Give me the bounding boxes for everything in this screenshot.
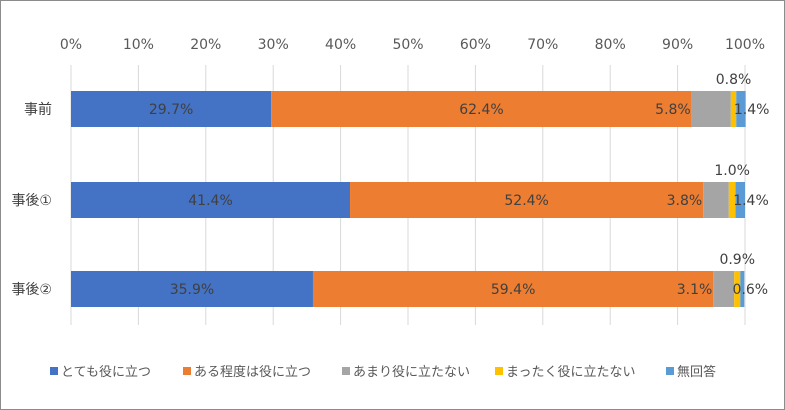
bar-segment — [703, 182, 729, 218]
bar-segment — [691, 91, 731, 127]
data-labels: 29.7% 62.4% 5.8% 0.8% 1.4% 41.4% 52.4% 3.8% 1.0%… — [149, 72, 770, 298]
legend-label: まったく役に立たない — [506, 365, 635, 380]
data-label: 0.9% — [719, 252, 755, 268]
legend-swatch — [342, 367, 350, 375]
bar-segment — [312, 271, 714, 307]
data-label: 29.7% — [149, 102, 193, 118]
x-tick-label: 40% — [325, 37, 356, 53]
data-label: 5.8% — [655, 102, 691, 118]
legend-label: とても役に立つ — [61, 365, 151, 380]
x-tick-label: 70% — [527, 37, 558, 53]
x-tick-label: 10% — [123, 37, 154, 53]
legend-label: あまり役に立たない — [353, 365, 470, 380]
legend: とても役に立つ ある程度は役に立つ あまり役に立たない まったく役に立たない 無回答 — [50, 364, 716, 380]
category-label: 事前 — [24, 101, 52, 118]
data-label: 0.8% — [716, 72, 752, 88]
bar-segment — [713, 271, 735, 307]
legend-label: ある程度は役に立つ — [194, 364, 311, 380]
bar-segment — [740, 271, 745, 307]
data-label: 35.9% — [170, 282, 214, 298]
x-tick-label: 90% — [662, 37, 693, 53]
x-tick-label: 100% — [725, 37, 765, 53]
x-tick-label: 50% — [392, 37, 423, 53]
category-label: 事後② — [11, 282, 52, 298]
bar-segment — [736, 91, 746, 127]
bar-segment — [730, 91, 737, 127]
bars — [71, 91, 746, 307]
legend-swatch — [666, 367, 674, 375]
data-label: 0.6% — [733, 282, 769, 298]
x-tick-labels: 0% 10% 20% 30% 40% 50% 60% 70% 80% 90% 100% — [60, 37, 765, 53]
data-label: 3.8% — [667, 193, 703, 209]
x-tick-label: 20% — [190, 37, 221, 53]
x-tick-label: 0% — [60, 37, 82, 53]
x-tick-label: 80% — [595, 37, 626, 53]
bar-segment — [734, 271, 741, 307]
bar-segment — [735, 182, 745, 218]
data-label: 52.4% — [504, 193, 548, 209]
x-tick-label: 60% — [460, 37, 491, 53]
bar-segment — [728, 182, 736, 218]
bar-segment — [71, 182, 351, 218]
data-label: 41.4% — [188, 193, 232, 209]
x-tick-label: 30% — [258, 37, 289, 53]
data-label: 62.4% — [459, 102, 503, 118]
data-label: 1.0% — [714, 163, 750, 179]
data-label: 1.4% — [734, 102, 770, 118]
bar-segment — [71, 271, 313, 307]
legend-label: 無回答 — [677, 364, 716, 380]
category-label: 事後① — [11, 193, 52, 209]
data-label: 1.4% — [733, 193, 769, 209]
bar-segment — [271, 91, 692, 127]
bar-segment — [350, 182, 704, 218]
bar-segment — [71, 91, 272, 127]
legend-swatch — [183, 367, 191, 375]
legend-swatch — [495, 367, 503, 375]
data-label: 3.1% — [677, 282, 713, 298]
data-label: 59.4% — [491, 282, 535, 298]
legend-swatch — [50, 367, 58, 375]
